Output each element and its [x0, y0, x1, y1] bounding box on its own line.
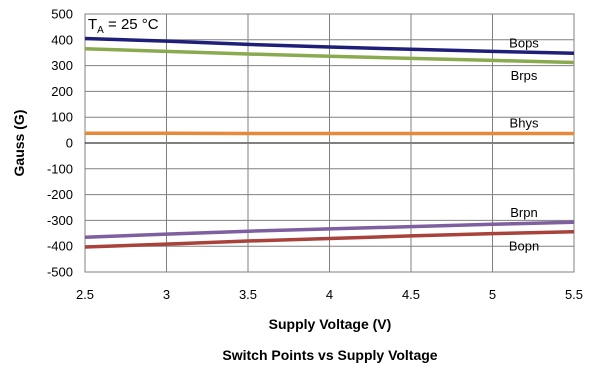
y-tick-label: 0: [66, 136, 73, 151]
series-line-brpn: [84, 220, 575, 239]
series-label-brps: Brps: [511, 68, 538, 83]
y-tick-label: -100: [47, 161, 73, 176]
x-tick-label: 4: [326, 287, 333, 302]
y-tick-label: -400: [47, 239, 73, 254]
temperature-annotation: TA = 25 °C: [88, 16, 159, 36]
series-label-bops: Bops: [509, 36, 539, 51]
series-labels: Bops Brps Bhys Brpn Bopn: [509, 36, 539, 254]
y-tick-label: 500: [51, 7, 73, 22]
x-tick-label: 3.5: [239, 287, 257, 302]
x-tick-label: 4.5: [402, 287, 420, 302]
y-tick-label: -300: [47, 213, 73, 228]
x-axis-title: Supply Voltage (V): [269, 316, 392, 332]
series-label-bhys: Bhys: [510, 115, 539, 130]
x-tick-label: 2.5: [76, 287, 94, 302]
y-tick-label: -500: [47, 265, 73, 280]
x-tick-label: 5.5: [565, 287, 583, 302]
series-line-bopn: [84, 230, 575, 249]
series-line-bops: [84, 36, 575, 55]
annotation-rest: = 25 °C: [104, 16, 159, 33]
y-tick-label: 300: [51, 58, 73, 73]
y-tick-label: 100: [51, 110, 73, 125]
y-tick-label: 400: [51, 32, 73, 47]
y-tick-label: 200: [51, 84, 73, 99]
y-tick-label: -200: [47, 187, 73, 202]
series-label-bopn: Bopn: [509, 238, 539, 253]
annotation-sub: A: [97, 25, 104, 36]
series-line-brps: [84, 47, 575, 65]
x-tick-label: 3: [163, 287, 170, 302]
y-axis-title: Gauss (G): [11, 110, 27, 177]
series-lines: [84, 36, 575, 249]
chart-title: Switch Points vs Supply Voltage: [222, 347, 437, 363]
x-tick-label: 5: [489, 287, 496, 302]
annotation-main: T: [88, 16, 97, 33]
series-label-brpn: Brpn: [510, 205, 537, 220]
